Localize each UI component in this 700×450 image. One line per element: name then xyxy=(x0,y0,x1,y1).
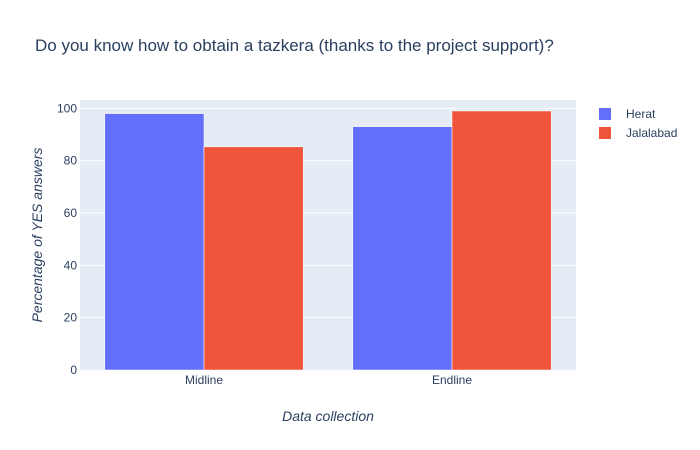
bars xyxy=(104,110,552,371)
y-tick-label: 0 xyxy=(70,363,77,377)
legend-item-herat[interactable]: Herat xyxy=(599,107,656,121)
y-axis-title: Percentage of YES answers xyxy=(29,148,45,323)
bar-herat-midline xyxy=(104,113,205,371)
legend-item-jalalabad[interactable]: Jalalabad xyxy=(599,126,677,140)
bar-jalalabad-endline xyxy=(451,110,552,371)
legend[interactable]: Herat Jalalabad xyxy=(599,107,677,140)
x-axis-ticks: Midline Endline xyxy=(185,373,472,387)
x-tick-label: Endline xyxy=(432,373,472,387)
y-tick-label: 100 xyxy=(57,101,77,115)
bar-jalalabad-midline xyxy=(203,146,304,371)
y-tick-label: 80 xyxy=(64,154,78,168)
y-tick-label: 20 xyxy=(64,311,78,325)
y-tick-label: 40 xyxy=(64,258,78,272)
x-axis-title: Data collection xyxy=(282,408,374,424)
legend-label: Herat xyxy=(626,107,656,121)
bar-herat-endline xyxy=(352,126,453,371)
legend-label: Jalalabad xyxy=(626,126,677,140)
legend-swatch xyxy=(599,127,611,139)
y-tick-label: 60 xyxy=(64,206,78,220)
x-tick-label: Midline xyxy=(185,373,223,387)
chart-title: Do you know how to obtain a tazkera (tha… xyxy=(35,36,554,55)
y-axis-ticks: 0 20 40 60 80 100 xyxy=(57,101,77,377)
legend-swatch xyxy=(599,108,611,120)
